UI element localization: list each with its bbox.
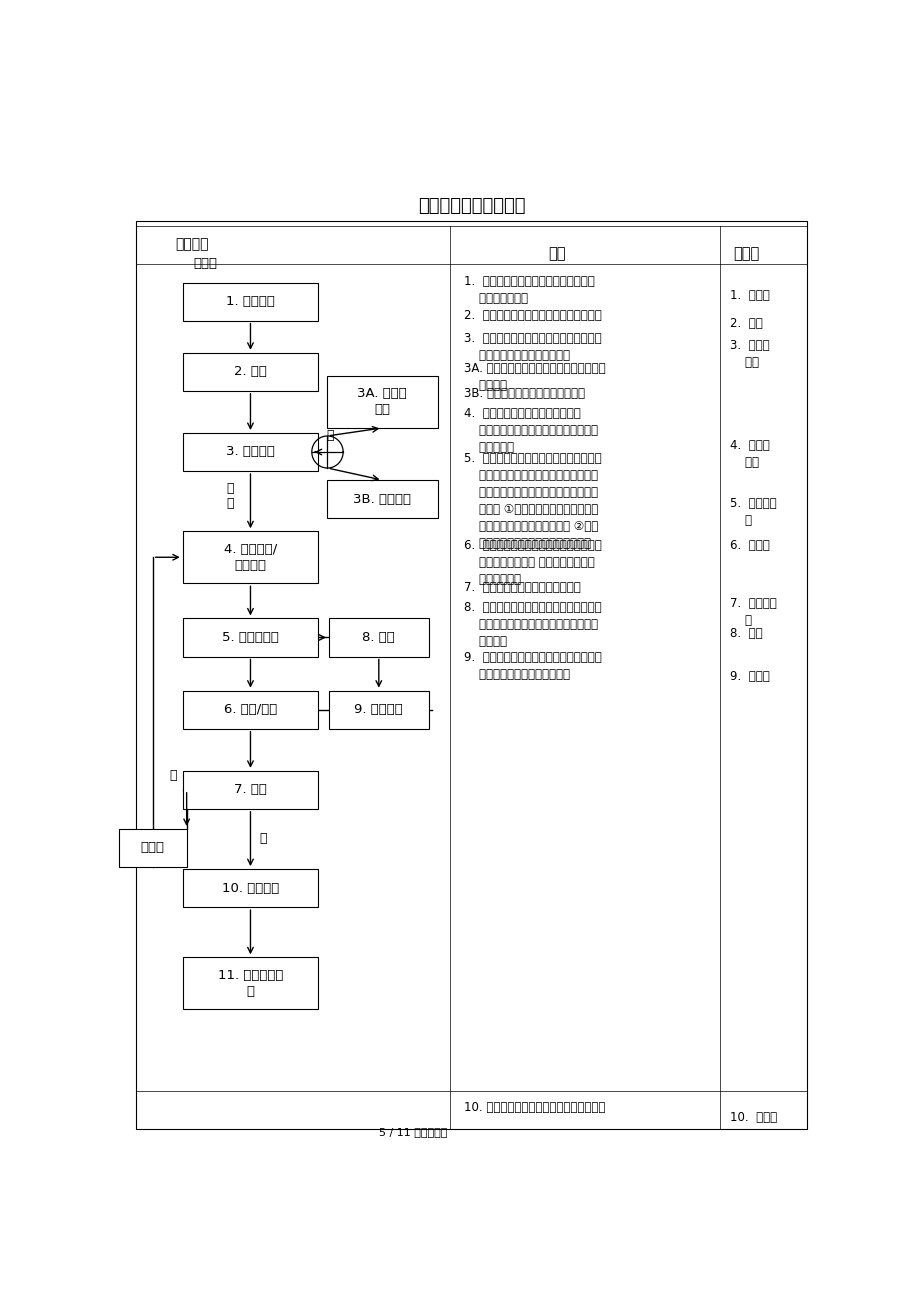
- Text: 3. 空瓶目检: 3. 空瓶目检: [226, 445, 275, 458]
- Text: 说明: 说明: [548, 246, 565, 260]
- Text: 6. 理盖/压盖: 6. 理盖/压盖: [223, 703, 277, 716]
- Text: 3.  车间检
    验员: 3. 车间检 验员: [729, 339, 768, 368]
- Text: 10. 自动贴标: 10. 自动贴标: [221, 881, 278, 894]
- Text: 不: 不: [169, 768, 176, 781]
- Text: 5.  看机操作
    员: 5. 看机操作 员: [729, 497, 776, 527]
- FancyBboxPatch shape: [183, 618, 318, 656]
- Text: 流程图: 流程图: [193, 256, 217, 270]
- Text: 11. 进入装箱工
序: 11. 进入装箱工 序: [218, 969, 283, 997]
- Text: 生产车间操作工艺流程: 生产车间操作工艺流程: [417, 198, 525, 215]
- FancyBboxPatch shape: [329, 618, 428, 656]
- Text: 合
格: 合 格: [226, 482, 234, 510]
- FancyBboxPatch shape: [183, 434, 318, 471]
- Text: 2.  班长: 2. 班长: [729, 316, 762, 329]
- Text: 合: 合: [259, 832, 267, 845]
- Text: 3B. 退库处理: 3B. 退库处理: [353, 492, 411, 505]
- Text: 2.  对调试好的产品进行计量和日期核对。: 2. 对调试好的产品进行计量和日期核对。: [464, 309, 601, 322]
- Text: 5 / 11 文档编号：: 5 / 11 文档编号：: [379, 1126, 447, 1137]
- Text: 8.  班长: 8. 班长: [729, 628, 762, 641]
- Text: 回收处: 回收处: [141, 841, 165, 854]
- FancyBboxPatch shape: [119, 829, 187, 867]
- Text: 7. 喷码: 7. 喷码: [233, 784, 267, 797]
- Text: 8. 自检: 8. 自检: [362, 631, 395, 644]
- Text: 3A. 把还能返工的瓶，返回理瓶区重新处理
    再生产。: 3A. 把还能返工的瓶，返回理瓶区重新处理 再生产。: [464, 362, 606, 392]
- Text: 否: 否: [326, 428, 334, 441]
- Text: 1.  技术员: 1. 技术员: [729, 289, 768, 302]
- Text: 3B. 把还能返工的瓶，做退库处理。: 3B. 把还能返工的瓶，做退库处理。: [464, 387, 584, 400]
- FancyBboxPatch shape: [183, 283, 318, 320]
- FancyBboxPatch shape: [327, 480, 437, 518]
- FancyBboxPatch shape: [329, 690, 428, 729]
- Text: 7.  车间检验
    员: 7. 车间检验 员: [729, 598, 776, 628]
- Text: 10. 根据工艺技术指标和操作指引及检验。: 10. 根据工艺技术指标和操作指引及检验。: [464, 1100, 605, 1113]
- Text: 4.  根据工艺标准和操作指引完成计
    量测试与设备管理工作。《根据工艺标
    准》操作。: 4. 根据工艺标准和操作指引完成计 量测试与设备管理工作。《根据工艺标 准》操作…: [464, 406, 597, 454]
- Text: 6.  检查理盖机的上盖效，如有缺少瓶盖未
    上者，应即时补上 如瓶盖没压好，返
    回上级流程。: 6. 检查理盖机的上盖效，如有缺少瓶盖未 上者，应即时补上 如瓶盖没压好，返 回…: [464, 539, 601, 586]
- FancyBboxPatch shape: [183, 771, 318, 809]
- FancyBboxPatch shape: [183, 957, 318, 1009]
- FancyBboxPatch shape: [183, 353, 318, 391]
- Text: 1. 设备调试: 1. 设备调试: [226, 296, 275, 309]
- FancyBboxPatch shape: [183, 531, 318, 583]
- Text: 9.  巡检员: 9. 巡检员: [729, 669, 768, 682]
- FancyBboxPatch shape: [183, 690, 318, 729]
- Text: 3.  根据工艺技术指标和操作指引，对进入
    灌装的空瓶进行目视化检验。: 3. 根据工艺技术指标和操作指引，对进入 灌装的空瓶进行目视化检验。: [464, 332, 601, 362]
- Text: 7.  利用激光印字机喷印生产日期。: 7. 利用激光印字机喷印生产日期。: [464, 581, 581, 594]
- Text: 6.  技术员: 6. 技术员: [729, 539, 768, 552]
- Text: 责任人: 责任人: [732, 246, 758, 260]
- Text: 四、灌装: 四、灌装: [176, 237, 209, 251]
- Text: 9.  巡检员对车间的自检表进行核对，并重
    新对生产流程进行监督检测。: 9. 巡检员对车间的自检表进行核对，并重 新对生产流程进行监督检测。: [464, 651, 601, 681]
- Text: 5. 半成品目检: 5. 半成品目检: [221, 631, 278, 644]
- Text: 2. 核对: 2. 核对: [233, 366, 267, 379]
- Text: 4. 自动灌装/
计量控制: 4. 自动灌装/ 计量控制: [223, 543, 277, 572]
- Text: 10.  操作员: 10. 操作员: [729, 1111, 776, 1124]
- Text: 9. 巡检确认: 9. 巡检确认: [354, 703, 403, 716]
- Text: 5.  根据工艺技术指标和操作指引，对灌装
    好的半成品进行质量目视化检验。将次
    品转交给技术员，由技术员将次品分两
    类处理 ①油中有杂物: 5. 根据工艺技术指标和操作指引，对灌装 好的半成品进行质量目视化检验。将次 品…: [464, 452, 601, 549]
- FancyBboxPatch shape: [183, 868, 318, 907]
- FancyBboxPatch shape: [327, 376, 437, 428]
- Text: 4.  看机操
    作员: 4. 看机操 作员: [729, 439, 768, 469]
- Text: 1.  对要生产的产品进行调试。《设备日
    常维护记录表》: 1. 对要生产的产品进行调试。《设备日 常维护记录表》: [464, 275, 595, 305]
- Text: 8.  由车间班长对流程进行监督，填写《关
    键控制流程自检表》，对所有次品做退
    库处理。: 8. 由车间班长对流程进行监督，填写《关 键控制流程自检表》，对所有次品做退 库…: [464, 602, 601, 648]
- Text: 3A. 回理瓶
程序: 3A. 回理瓶 程序: [357, 388, 407, 417]
